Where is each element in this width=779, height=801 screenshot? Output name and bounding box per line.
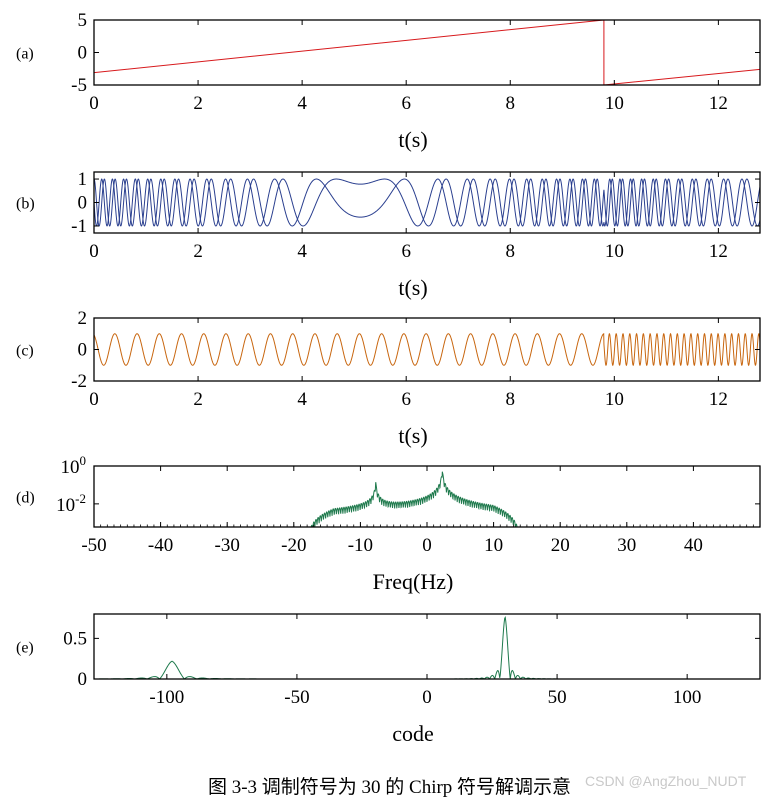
x-axis-label: t(s) (398, 423, 427, 448)
x-axis-label: Freq(Hz) (373, 569, 454, 594)
plot-area-a (94, 20, 760, 85)
panel-label: (e) (16, 640, 34, 657)
panel-label: (b) (16, 196, 35, 213)
figure-caption: 图 3-3 调制符号为 30 的 Chirp 符号解调示意 (207, 777, 572, 798)
y-tick-label: 100 (61, 453, 87, 478)
x-tick-label: 8 (506, 93, 516, 114)
x-tick-label: 12 (709, 241, 728, 262)
y-tick-label: 0 (78, 193, 88, 214)
axes-frame (93, 465, 761, 528)
plot-area-b (94, 178, 760, 227)
watermark: CSDN @AngZhou_NUDT (585, 773, 747, 789)
x-tick-label: -10 (348, 535, 373, 556)
series-line (94, 332, 760, 367)
panel-d: -50 -40 -30 -20 -10 0 10 20 30 40 10-2 100 Freq(Hz) (… (16, 453, 761, 594)
axes-frame (93, 613, 761, 680)
x-tick-label: 0 (422, 535, 432, 556)
y-tick-label: -1 (71, 216, 87, 237)
x-tick-label: 30 (617, 535, 636, 556)
x-tick-label: 12 (709, 93, 728, 114)
x-tick-label: 6 (401, 241, 411, 262)
series-line (94, 616, 760, 679)
x-tick-label: 0 (89, 241, 99, 262)
x-axis-label: t(s) (398, 275, 427, 300)
x-tick-label: 12 (709, 389, 728, 410)
x-tick-label: 2 (193, 93, 203, 114)
y-tick-label: 0.5 (63, 628, 87, 649)
x-tick-label: 6 (401, 93, 411, 114)
x-tick-label: 40 (684, 535, 703, 556)
x-tick-label: 10 (605, 93, 624, 114)
axes-frame (93, 19, 761, 86)
panel-b: 0 2 4 6 8 10 12 -10 1 t(s) (b) (16, 169, 761, 300)
x-tick-label: 8 (506, 241, 516, 262)
y-tick-label: 0 (78, 43, 88, 64)
panel-label: (d) (16, 490, 35, 507)
x-tick-label: -100 (149, 687, 184, 708)
plot-area-d (310, 471, 518, 527)
plot-area-c (94, 332, 760, 367)
x-tick-label: -50 (81, 535, 106, 556)
x-tick-label: 10 (605, 389, 624, 410)
x-tick-label: 20 (551, 535, 570, 556)
x-tick-label: 0 (89, 93, 99, 114)
x-tick-label: 8 (506, 389, 516, 410)
panel-label: (c) (16, 343, 34, 360)
x-tick-label: 100 (673, 687, 702, 708)
y-tick-label: 0 (78, 669, 88, 690)
x-tick-label: 4 (297, 93, 307, 114)
plot-area-e (94, 616, 760, 679)
x-tick-label: -20 (281, 535, 306, 556)
x-tick-label: 6 (401, 389, 411, 410)
x-tick-label: 0 (89, 389, 99, 410)
y-tick-label: -2 (71, 371, 87, 392)
y-tick-label: -5 (71, 75, 87, 96)
x-tick-label: 4 (297, 241, 307, 262)
x-tick-label: -30 (215, 535, 240, 556)
axes-frame (93, 317, 761, 382)
y-tick-label: 2 (78, 308, 88, 329)
y-tick-label: 0 (78, 340, 88, 361)
x-tick-label: 0 (422, 687, 432, 708)
y-tick-label: 1 (78, 169, 88, 190)
series-line (94, 20, 760, 85)
panel-label: (a) (16, 46, 34, 63)
x-tick-label: 10 (605, 241, 624, 262)
series-line-q (94, 178, 760, 227)
x-axis-label: code (392, 721, 434, 746)
x-axis-label: t(s) (398, 127, 427, 152)
x-tick-label: 2 (193, 241, 203, 262)
y-tick-label: 10-2 (56, 491, 86, 516)
x-tick-label: 50 (548, 687, 567, 708)
x-tick-label: -40 (148, 535, 173, 556)
x-tick-label: -50 (284, 687, 309, 708)
x-tick-label: 4 (297, 389, 307, 410)
x-tick-label: 2 (193, 389, 203, 410)
y-tick-label: 5 (78, 10, 88, 31)
series-line (310, 471, 518, 527)
x-tick-label: 10 (484, 535, 503, 556)
panel-e: -100 -50 0 50 100 0 0.5 code (e) (16, 613, 761, 746)
